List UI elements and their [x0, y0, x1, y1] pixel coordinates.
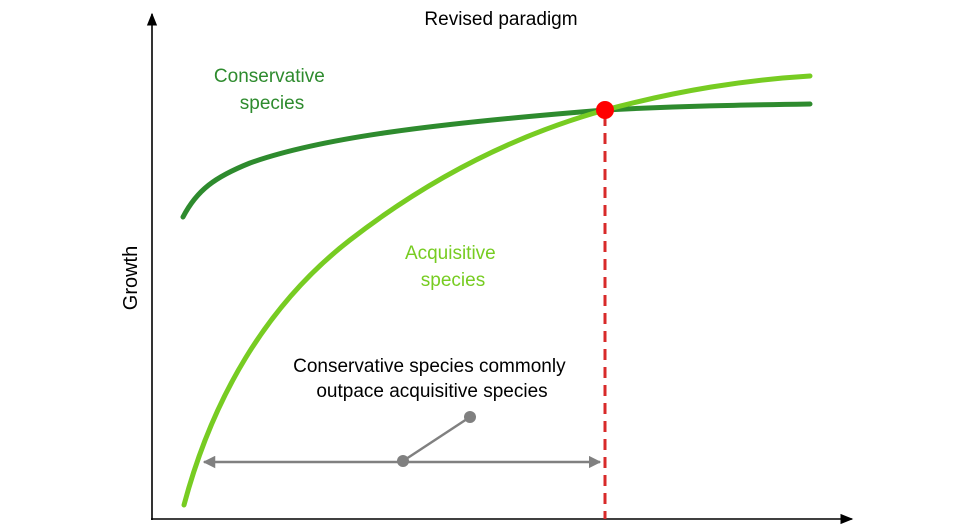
annotation-line2: outpace acquisitive species [316, 381, 547, 402]
conservative-label-line2: species [240, 93, 304, 114]
acquisitive-species-label: Acquisitive species [405, 243, 501, 291]
conservative-label-line1: Conservative [214, 66, 325, 87]
crossover-point [596, 101, 614, 119]
diagram-title: Revised paradigm [424, 9, 577, 30]
acquisitive-label-line1: Acquisitive [405, 243, 496, 264]
annotation-text: Conservative species commonly outpace ac… [293, 356, 571, 402]
annotation-leader-end-dot [464, 411, 476, 423]
annotation-line1: Conservative species commonly [293, 356, 566, 377]
annotation-leader-line [402, 415, 471, 463]
y-axis-label: Growth [120, 246, 142, 310]
conservative-species-label: Conservative species [214, 66, 330, 114]
acquisitive-species-curve [181, 73, 813, 508]
annotation-leader-start-dot [397, 455, 409, 467]
conservative-species-curve [180, 101, 813, 220]
acquisitive-label-line2: species [421, 270, 485, 291]
